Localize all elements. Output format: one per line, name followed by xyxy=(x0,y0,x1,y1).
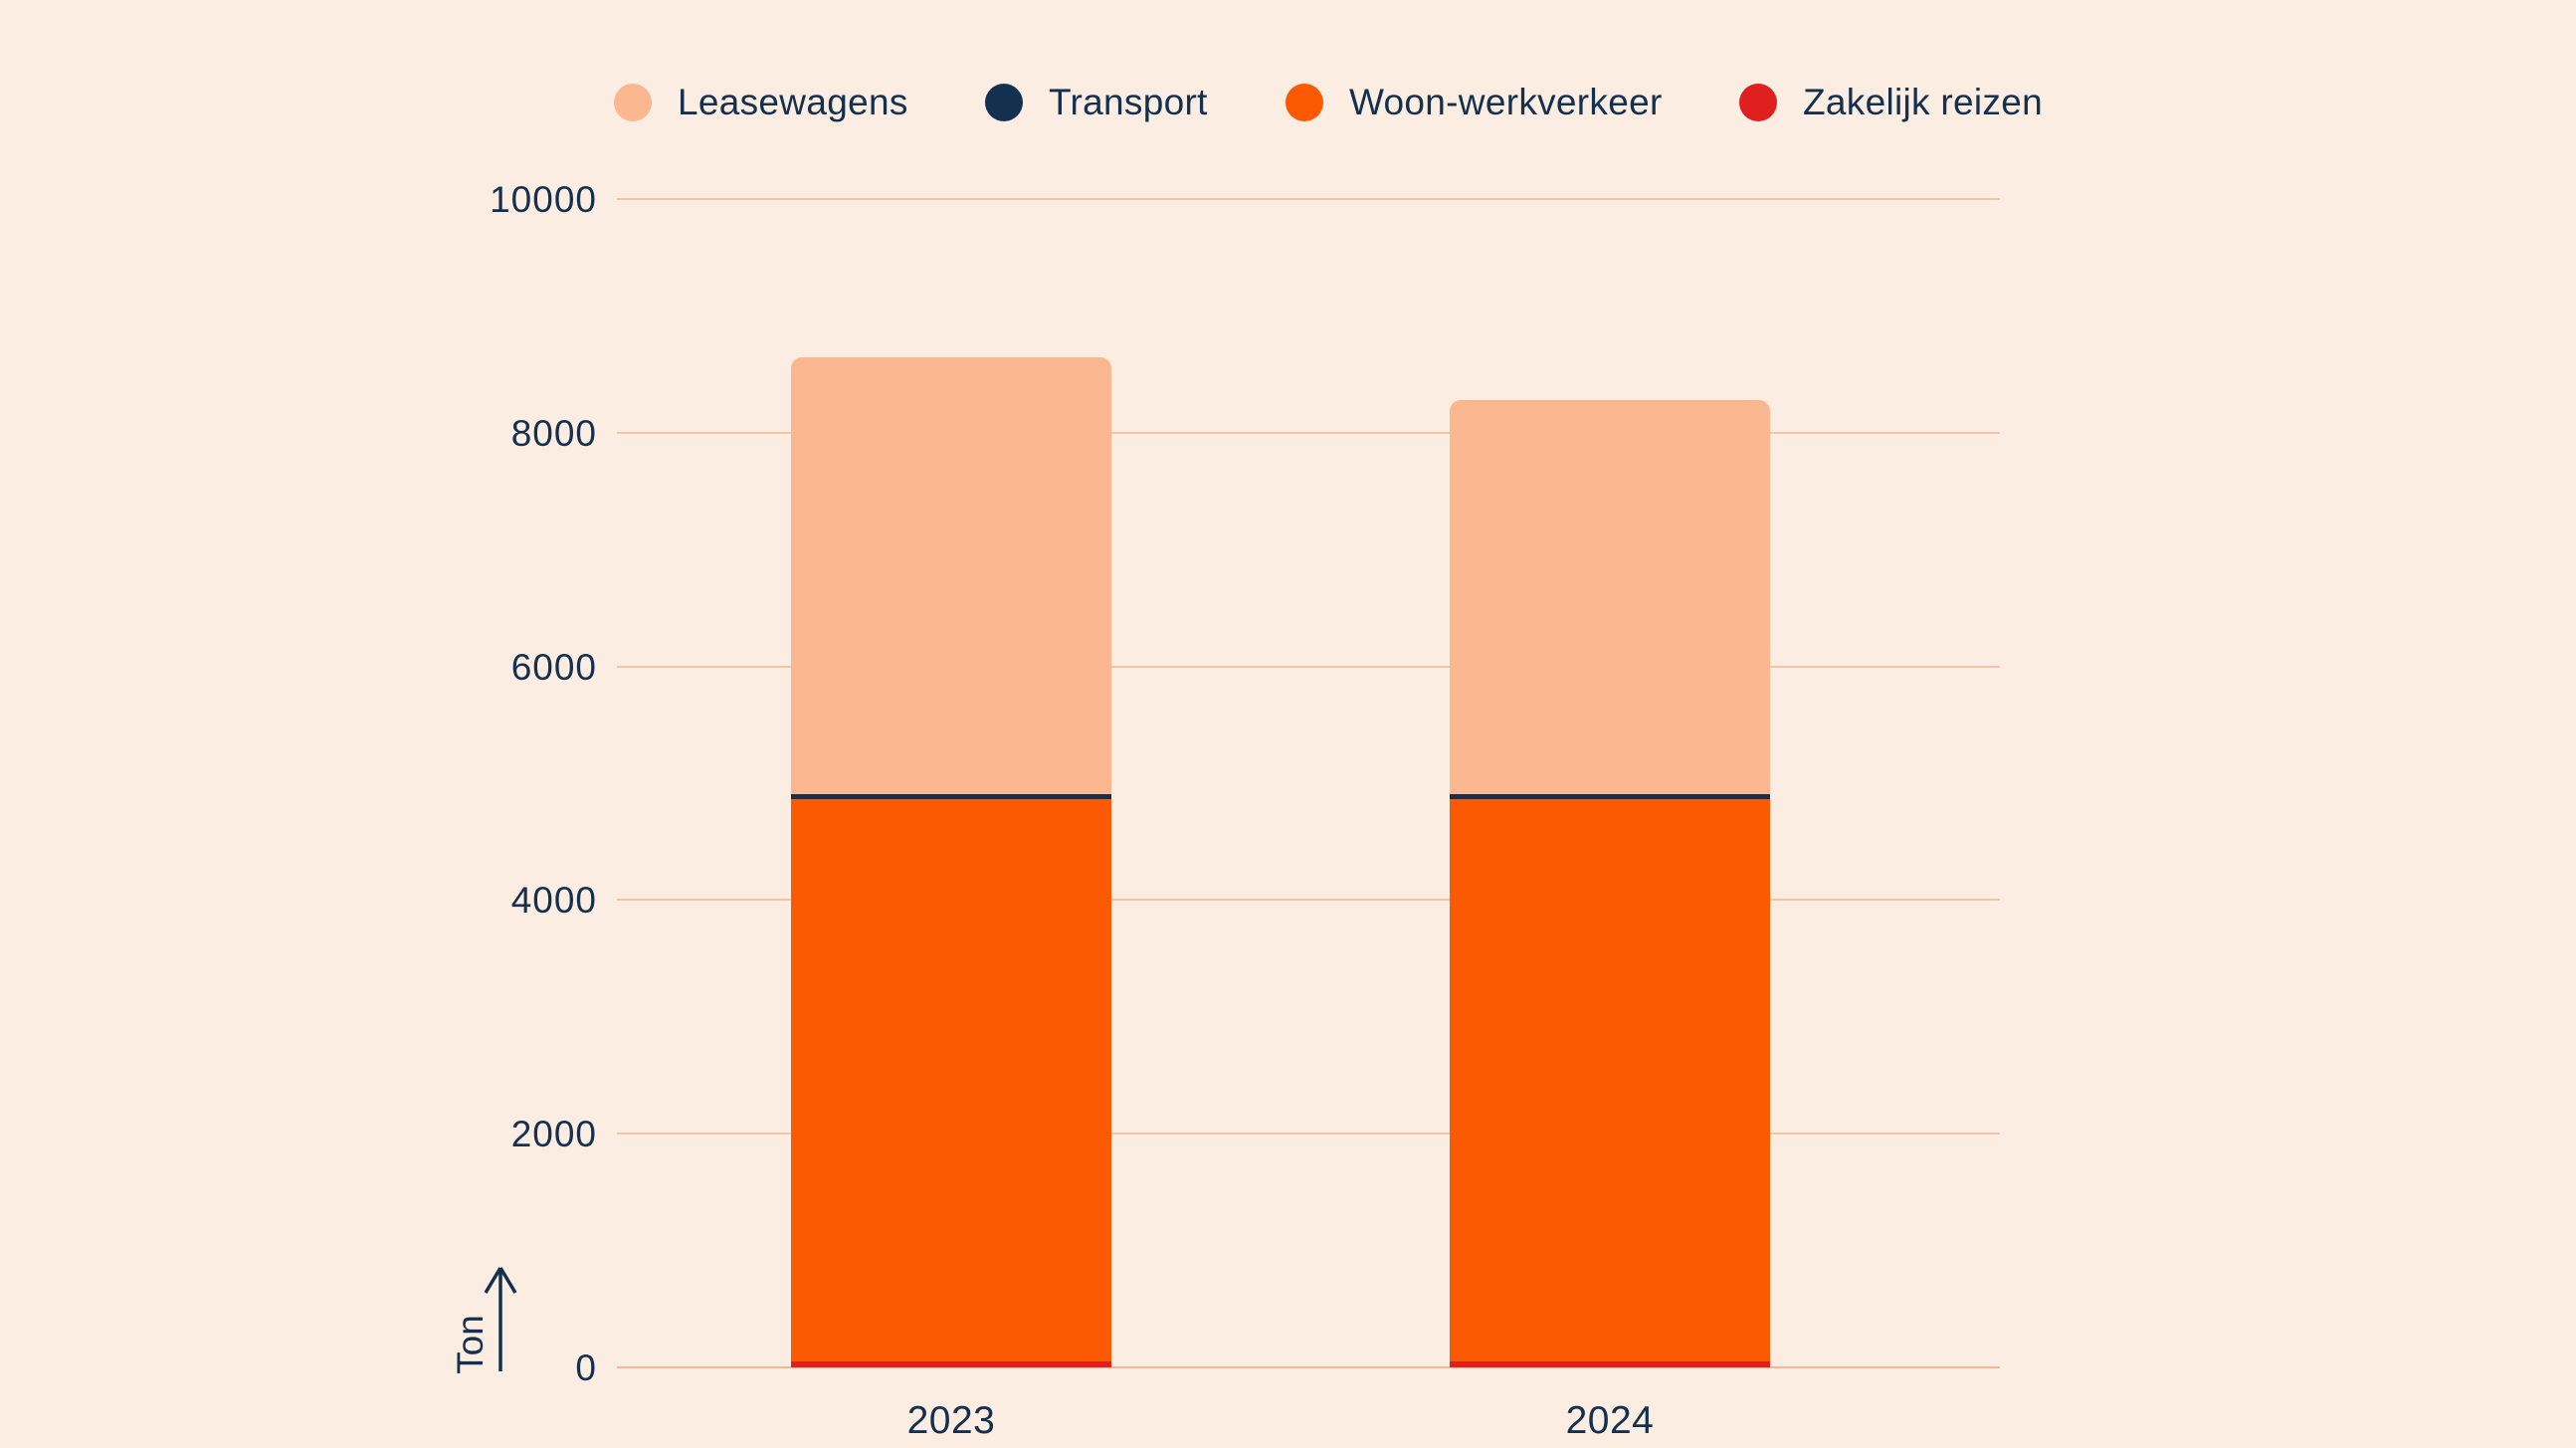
legend-color-dot-icon xyxy=(614,84,652,121)
legend-item-woon-werkverkeer: Woon-werkverkeer xyxy=(1286,82,1663,122)
bar-segment-2023-transport xyxy=(791,793,1111,800)
legend-color-dot-icon xyxy=(1286,84,1323,121)
x-tick-label-2023: 2023 xyxy=(906,1399,996,1442)
y-axis-title: Ton xyxy=(450,1315,491,1374)
bar-segment-2023-woon-werkverkeer xyxy=(791,799,1111,1362)
legend-item-transport: Transport xyxy=(985,82,1208,122)
bar-stack-2023 xyxy=(791,356,1111,1367)
bar-segment-2024-transport xyxy=(1450,793,1770,800)
legend-label: Transport xyxy=(1049,82,1208,122)
y-tick-label: 2000 xyxy=(510,1114,597,1155)
bar-segment-2023-leasewagens xyxy=(791,356,1111,794)
gridline xyxy=(617,899,2000,902)
y-axis-up-arrow-icon xyxy=(484,1267,517,1371)
bar-stack-2024 xyxy=(1450,399,1770,1367)
x-axis-baseline xyxy=(617,1366,2000,1368)
legend-label: Leasewagens xyxy=(678,82,908,122)
y-tick-label: 4000 xyxy=(510,880,597,922)
legend-item-leasewagens: Leasewagens xyxy=(614,82,908,122)
gridline xyxy=(617,198,2000,200)
gridline xyxy=(617,431,2000,434)
y-tick-label: 10000 xyxy=(490,179,597,220)
x-tick-label-2024: 2024 xyxy=(1565,1399,1655,1442)
legend-item-zakelijk-reizen: Zakelijk reizen xyxy=(1739,82,2043,122)
legend-color-dot-icon xyxy=(985,84,1023,121)
y-tick-label: 6000 xyxy=(510,646,597,688)
legend-label: Zakelijk reizen xyxy=(1803,82,2043,122)
legend-color-dot-icon xyxy=(1739,84,1777,121)
bar-segment-2023-zakelijk-reizen xyxy=(791,1361,1111,1367)
gridline xyxy=(617,665,2000,668)
y-tick-label: 0 xyxy=(575,1347,597,1388)
gridline xyxy=(617,1133,2000,1136)
y-tick-label: 8000 xyxy=(510,412,597,454)
bar-segment-2024-woon-werkverkeer xyxy=(1450,799,1770,1362)
bar-segment-2024-leasewagens xyxy=(1450,399,1770,794)
legend-label: Woon-werkverkeer xyxy=(1349,82,1663,122)
bar-segment-2024-zakelijk-reizen xyxy=(1450,1361,1770,1367)
